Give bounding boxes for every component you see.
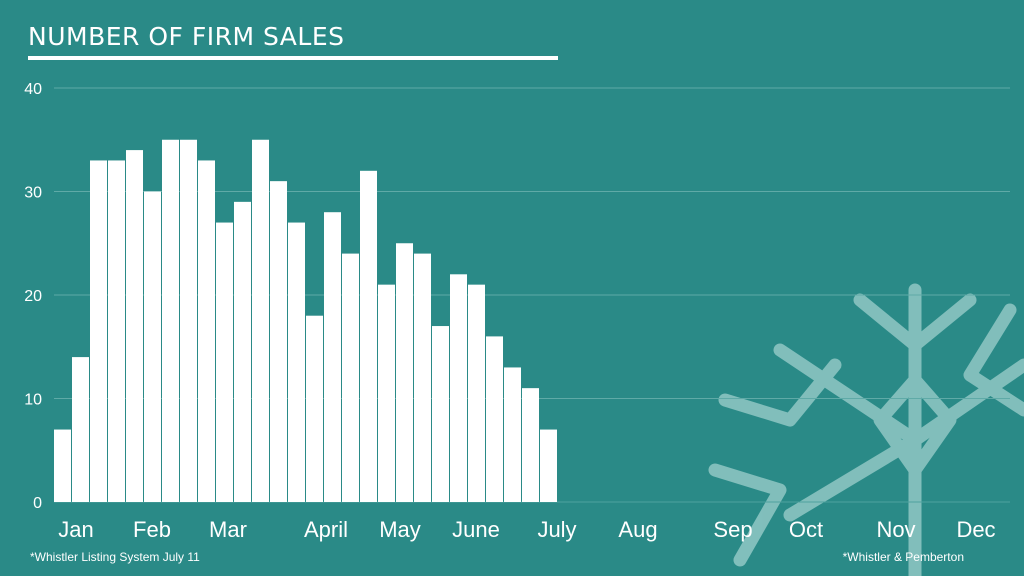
x-month-label: May (379, 517, 421, 542)
bar (306, 315, 323, 502)
x-month-label: April (304, 517, 348, 542)
bar (360, 170, 377, 503)
bar (270, 181, 287, 502)
bar (90, 160, 107, 502)
chart-title: NUMBER OF FIRM SALES (28, 22, 345, 51)
bar (486, 336, 503, 502)
x-month-label: Jan (58, 517, 93, 542)
footnote-region: *Whistler & Pemberton (842, 550, 964, 564)
bar (450, 274, 467, 502)
y-tick-label: 0 (33, 495, 42, 512)
x-month-label: July (537, 517, 576, 542)
bar (126, 150, 143, 502)
title-underline (28, 56, 558, 60)
x-month-label: Nov (876, 517, 915, 542)
bar (288, 222, 305, 503)
footnote-source: *Whistler Listing System July 11 (30, 550, 200, 564)
bar (252, 139, 269, 502)
bar (180, 139, 197, 502)
x-month-label: June (452, 517, 500, 542)
bar (342, 253, 359, 502)
bar (162, 139, 179, 502)
bar (234, 201, 251, 502)
y-tick-label: 10 (24, 392, 42, 409)
y-tick-label: 20 (24, 288, 42, 305)
bar (522, 388, 539, 502)
bar (432, 326, 449, 502)
bar (504, 367, 521, 502)
bar (144, 191, 161, 502)
x-month-label: Mar (209, 517, 247, 542)
bar (540, 429, 557, 502)
bar (414, 253, 431, 502)
bar (324, 212, 341, 502)
bar (378, 284, 395, 502)
x-month-label: Sep (713, 517, 752, 542)
x-month-label: Feb (133, 517, 171, 542)
x-month-label: Aug (618, 517, 657, 542)
y-tick-label: 40 (24, 81, 42, 98)
x-month-label: Oct (789, 517, 823, 542)
y-tick-label: 30 (24, 185, 42, 202)
bar (216, 222, 233, 503)
bar (72, 357, 89, 502)
bar (198, 160, 215, 502)
bar (54, 429, 71, 502)
bar (468, 284, 485, 502)
x-month-label: Dec (956, 517, 995, 542)
bar (396, 243, 413, 502)
bar (108, 160, 125, 502)
